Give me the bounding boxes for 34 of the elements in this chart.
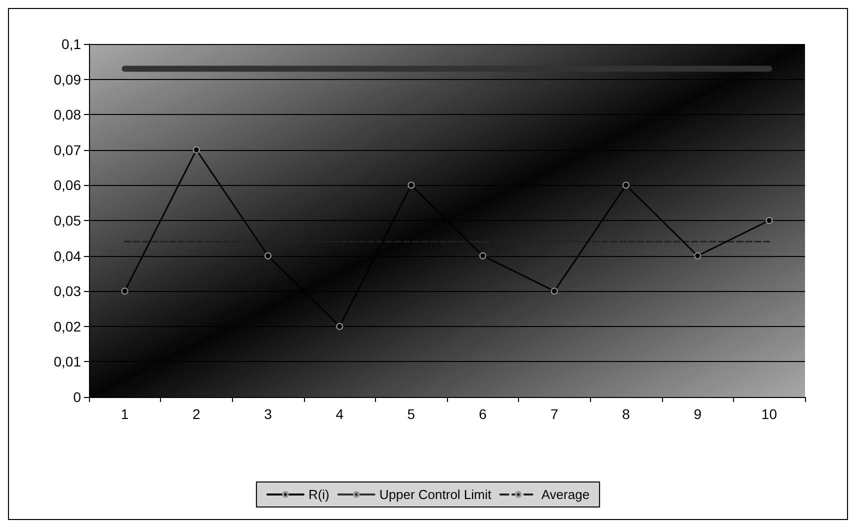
point [622,182,630,189]
x-tick-label: 6 [478,406,487,422]
point [408,182,415,189]
x-tick-label: 3 [264,406,272,422]
y-tick-label: 0,07 [54,142,82,158]
point [550,288,558,295]
y-tick-label: 0,01 [54,354,82,370]
x-tick-label: 7 [550,406,558,422]
y-tick-label: 0,1 [62,36,82,52]
y-tick-label: 0,08 [54,106,82,123]
x-tick-label: 10 [761,406,778,422]
x-tick-label: 9 [694,406,702,422]
x-tick-label: 8 [622,406,630,422]
x-tick-label: 4 [336,406,344,422]
legend-label: Upper Control Limit [379,487,492,502]
point [766,217,773,224]
y-tick-label: 0,03 [54,283,82,300]
point [121,288,128,295]
point [192,146,200,154]
x-tick-label: 1 [120,406,129,422]
y-tick-label: 0,09 [54,71,82,88]
point [479,252,486,260]
point [694,252,702,260]
x-tick-label: 5 [407,406,416,422]
y-tick-label: 0,02 [54,318,82,334]
point [264,252,272,260]
y-tick-label: 0,05 [54,212,82,228]
y-tick-label: 0 [73,389,82,405]
x-tick-label: 2 [192,406,200,422]
y-tick-label: 0,06 [54,177,82,194]
legend-label: Average [541,487,590,502]
y-tick-label: 0,04 [54,248,82,264]
legend-label: R(i) [308,487,330,502]
point [336,322,344,330]
